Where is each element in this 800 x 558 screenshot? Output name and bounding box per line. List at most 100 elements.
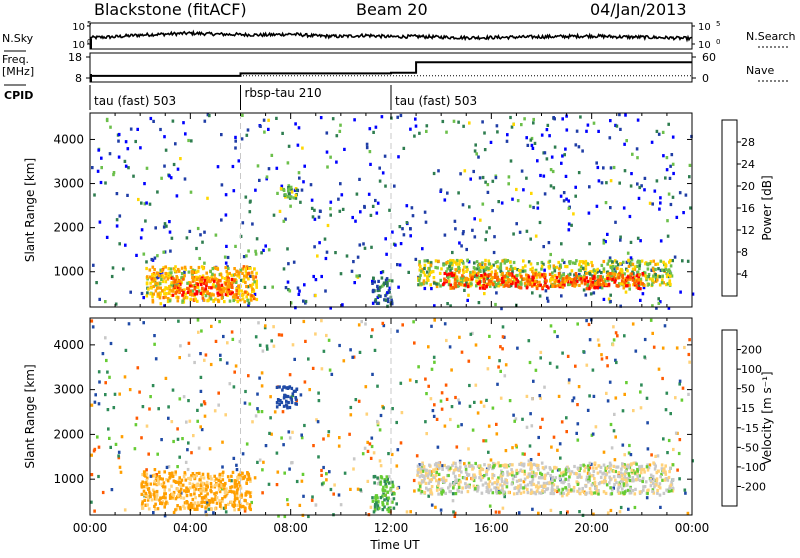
velocity-data-cell [500,477,503,481]
power-data-cell [586,284,589,288]
power-data-cell [609,299,612,304]
velocity-data-cell [458,335,461,339]
velocity-data-cell [609,508,613,513]
velocity-data-cell [145,424,149,428]
power-data-cell [607,297,611,301]
velocity-data-cell [529,458,533,462]
power-data-cell [561,280,564,284]
power-data-cell [223,277,227,281]
power-data-cell [492,283,495,287]
power-data-cell [633,281,636,285]
velocity-data-cell [205,488,208,492]
velocity-data-cell [522,486,525,490]
power-data-cell [616,276,619,280]
velocity-data-cell [458,401,461,405]
velocity-data-cell [468,383,471,388]
velocity-data-cell [658,486,662,490]
power-data-cell [678,191,682,195]
power-data-cell [379,271,383,275]
velocity-data-cell [471,331,474,335]
power-data-cell [284,193,287,197]
power-data-cell [436,266,439,270]
power-data-cell [501,272,504,276]
velocity-data-cell [349,487,352,491]
power-data-cell [158,296,162,300]
velocity-data-cell [538,394,542,398]
velocity-data-cell [194,487,198,491]
power-data-cell [443,233,447,237]
power-data-cell [526,143,530,147]
power-data-cell [151,273,154,277]
velocity-data-cell [174,472,177,476]
power-data-cell [483,292,486,296]
power-data-cell [248,200,252,204]
power-data-cell [665,156,669,160]
power-data-cell [286,161,290,165]
velocity-data-cell [620,474,623,478]
power-data-cell [217,283,220,287]
power-data-cell [464,278,468,282]
power-data-cell [418,131,421,135]
velocity-data-cell [441,479,445,483]
power-data-cell [317,215,321,219]
velocity-data-cell [588,338,592,342]
velocity-data-cell [510,468,513,472]
power-data-cell [481,286,485,290]
power-data-cell [669,274,672,278]
power-data-cell [527,275,531,279]
velocity-data-cell [213,409,217,413]
power-data-cell [287,187,291,191]
power-data-cell [530,277,533,282]
power-data-cell [290,190,294,194]
power-data-cell [99,180,103,185]
velocity-data-cell [187,399,190,403]
velocity-data-cell [293,357,296,361]
velocity-data-cell [545,487,548,492]
power-data-cell [376,286,380,291]
power-data-cell [527,260,531,264]
power-data-cell [457,191,460,195]
power-data-cell [472,266,476,270]
power-data-cell [284,286,288,290]
velocity-data-cell [140,492,144,496]
power-data-cell [420,282,424,286]
velocity-data-cell [376,384,379,388]
velocity-data-cell [463,462,466,466]
power-data-cell [511,275,514,279]
power-data-cell [482,266,486,270]
velocity-data-cell [525,394,529,398]
power-data-cell [459,280,463,285]
power-data-cell [382,283,385,287]
power-data-cell [359,210,362,214]
velocity-data-cell [287,400,290,405]
power-data-cell [494,282,498,287]
velocity-data-cell [101,490,105,495]
velocity-data-cell [592,512,595,516]
power-data-cell [245,284,248,289]
velocity-data-cell [199,480,203,485]
velocity-data-cell [154,357,158,361]
power-data-cell [555,275,559,280]
power-data-cell [246,292,250,296]
power-data-cell [114,302,118,306]
velocity-colorbar-tick-label: 50 [741,383,755,396]
velocity-data-cell [294,396,297,400]
velocity-data-cell [416,471,420,475]
velocity-data-cell [505,478,508,483]
power-data-cell [278,209,282,213]
velocity-data-cell [238,484,242,488]
velocity-data-cell [621,491,625,495]
velocity-data-cell [389,506,392,510]
power-data-cell [221,285,224,290]
velocity-data-cell [656,491,659,495]
power-data-cell [112,171,116,175]
velocity-data-cell [373,348,377,352]
velocity-data-cell [655,477,659,481]
velocity-data-cell [501,335,505,339]
power-data-cell [567,283,570,287]
power-data-cell [352,260,355,264]
velocity-data-cell [196,507,199,511]
power-data-cell [450,271,454,275]
power-data-cell [224,266,227,270]
velocity-data-cell [436,483,440,487]
